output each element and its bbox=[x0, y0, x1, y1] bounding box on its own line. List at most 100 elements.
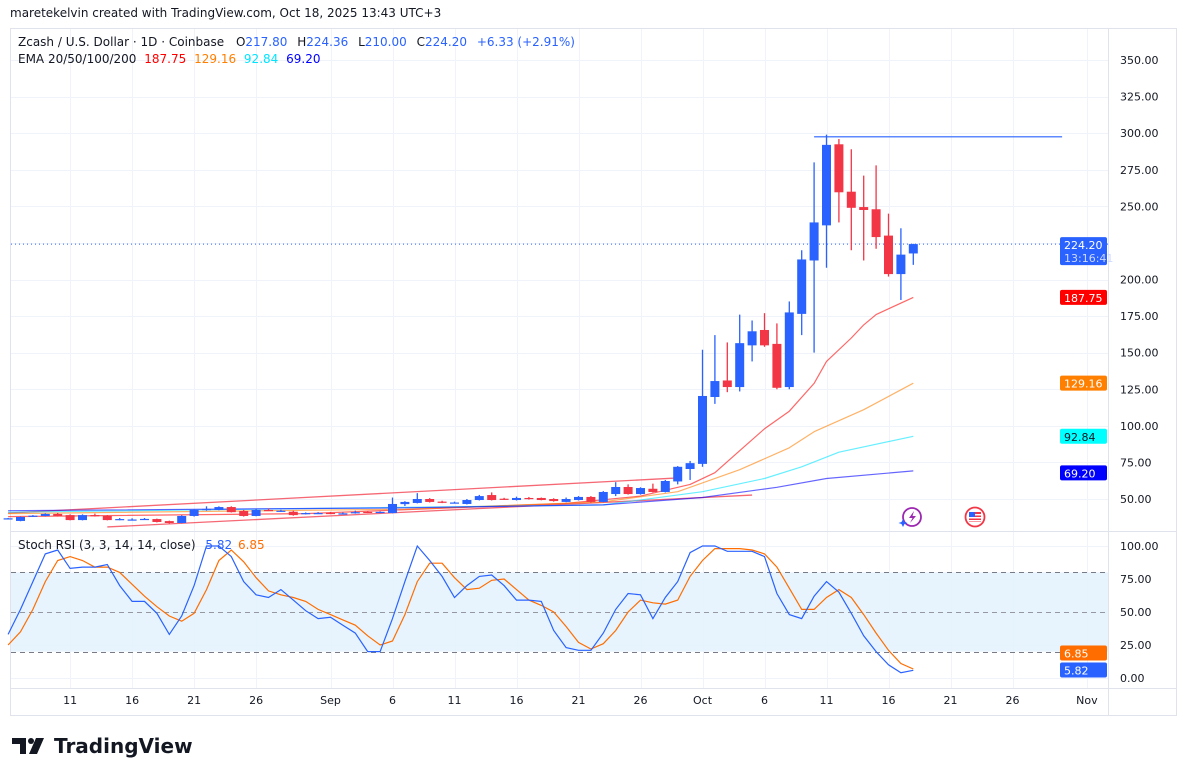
candle bbox=[673, 466, 683, 485]
candle bbox=[288, 510, 298, 516]
candle bbox=[437, 500, 447, 504]
candle bbox=[177, 515, 187, 524]
candle bbox=[326, 511, 335, 515]
candle bbox=[574, 496, 583, 501]
candle-body bbox=[846, 191, 856, 208]
candle bbox=[251, 509, 261, 517]
candle bbox=[40, 513, 50, 517]
badge-text: 224.20 bbox=[1064, 239, 1103, 252]
candle-body bbox=[512, 497, 521, 501]
stoch-k-badge: 5.82 bbox=[1060, 662, 1107, 678]
candle-body bbox=[871, 209, 881, 238]
candle bbox=[90, 513, 100, 517]
price-axis-label: 75.00 bbox=[1120, 456, 1152, 469]
candle-body bbox=[896, 254, 906, 275]
candle bbox=[846, 149, 856, 251]
ema20-value: 187.75 bbox=[144, 52, 187, 66]
candle-body bbox=[499, 498, 509, 500]
candle-body bbox=[152, 519, 162, 522]
chart-legend: Zcash / U.S. Dollar · 1D · Coinbase O217… bbox=[18, 34, 575, 68]
candle-body bbox=[487, 495, 497, 501]
candle bbox=[512, 496, 521, 501]
candle-body bbox=[177, 515, 187, 523]
candle-body bbox=[574, 496, 583, 501]
candle-body bbox=[388, 503, 397, 514]
candle bbox=[636, 487, 645, 495]
candle bbox=[871, 165, 881, 249]
ema-row: EMA 20/50/100/200 187.75 129.16 92.84 69… bbox=[18, 51, 575, 68]
candle bbox=[747, 320, 757, 362]
candle-body bbox=[623, 487, 633, 495]
candle-body bbox=[363, 511, 373, 514]
badge-text: 13:16:41 bbox=[1064, 252, 1113, 265]
time-axis-label: Sep bbox=[320, 694, 341, 707]
stoch-axis-label: 50.00 bbox=[1120, 606, 1152, 619]
price-axis-label: 250.00 bbox=[1120, 200, 1159, 213]
time-axis-label: 11 bbox=[63, 694, 77, 707]
candle-body bbox=[698, 395, 707, 464]
candle-body bbox=[214, 507, 224, 510]
candle-body bbox=[586, 496, 596, 502]
stoch-line-D bbox=[7, 547, 914, 670]
candle bbox=[164, 520, 174, 524]
time-axis-label: 21 bbox=[944, 694, 958, 707]
candle bbox=[462, 499, 472, 505]
time-axis-label: 11 bbox=[448, 694, 462, 707]
candle bbox=[301, 512, 311, 515]
badge-background bbox=[1060, 375, 1107, 391]
ema-label[interactable]: EMA 20/50/100/200 bbox=[18, 52, 137, 66]
candle bbox=[722, 342, 732, 393]
badge-background bbox=[1060, 289, 1107, 305]
candle-body bbox=[747, 331, 757, 346]
candle-body bbox=[462, 500, 472, 504]
candle-body bbox=[822, 144, 831, 226]
candle-body bbox=[908, 244, 918, 254]
badge-text: 187.75 bbox=[1064, 292, 1103, 305]
candle-body bbox=[65, 515, 75, 521]
candle-body bbox=[40, 513, 50, 516]
time-axis-label: 16 bbox=[125, 694, 139, 707]
candle-body bbox=[164, 521, 174, 523]
price-axis[interactable]: 350.00 325.00 300.00 275.00 250.00 200.00 175.… bbox=[1120, 54, 1159, 506]
candle bbox=[487, 492, 497, 501]
tradingview-logo-icon bbox=[12, 738, 44, 754]
ema200-badge: 69.20 bbox=[1060, 465, 1107, 481]
candle bbox=[549, 498, 559, 502]
lightning-event-icon[interactable] bbox=[898, 507, 922, 527]
trend-line[interactable] bbox=[107, 494, 753, 528]
ema100-value: 92.84 bbox=[243, 52, 279, 66]
candle-body bbox=[288, 511, 298, 516]
price-axis-label: 100.00 bbox=[1120, 420, 1159, 433]
symbol-title[interactable]: Zcash / U.S. Dollar · 1D · Coinbase bbox=[18, 35, 225, 49]
tradingview-logo[interactable]: TradingView bbox=[12, 734, 193, 758]
time-axis-label: 21 bbox=[187, 694, 201, 707]
badge-text: 92.84 bbox=[1064, 431, 1096, 444]
candle bbox=[189, 509, 199, 517]
price-axis-label: 350.00 bbox=[1120, 54, 1159, 67]
trend-line[interactable] bbox=[8, 477, 678, 514]
symbol-row: Zcash / U.S. Dollar · 1D · Coinbase O217… bbox=[18, 34, 575, 51]
candle bbox=[735, 314, 745, 392]
candle-body bbox=[189, 509, 199, 516]
stoch-label[interactable]: Stoch RSI (3, 3, 14, 14, close) bbox=[18, 538, 196, 552]
candle bbox=[859, 175, 869, 261]
time-axis[interactable]: 11 16 21 26 Sep 6 11 16 21 26 Oct 6 11 16 21 26 Nov bbox=[63, 694, 1098, 707]
candle-body bbox=[673, 466, 683, 482]
ema-line-200 bbox=[8, 470, 914, 512]
stoch-axis[interactable]: 100.00 75.00 50.00 25.00 0.00 bbox=[1120, 540, 1159, 685]
candle bbox=[363, 511, 373, 514]
close-label: C bbox=[416, 35, 425, 49]
candle bbox=[375, 511, 385, 514]
candle bbox=[822, 134, 831, 268]
candle-body bbox=[412, 499, 422, 503]
candle bbox=[884, 213, 893, 277]
candle-body bbox=[859, 207, 869, 210]
time-axis-label: Oct bbox=[693, 694, 713, 707]
ema-line-50 bbox=[8, 382, 914, 515]
logo-text: TradingView bbox=[54, 734, 193, 758]
us-flag-event-icon[interactable] bbox=[964, 506, 986, 528]
candle bbox=[908, 243, 918, 265]
drawings[interactable] bbox=[8, 136, 1108, 528]
candle bbox=[474, 494, 484, 501]
